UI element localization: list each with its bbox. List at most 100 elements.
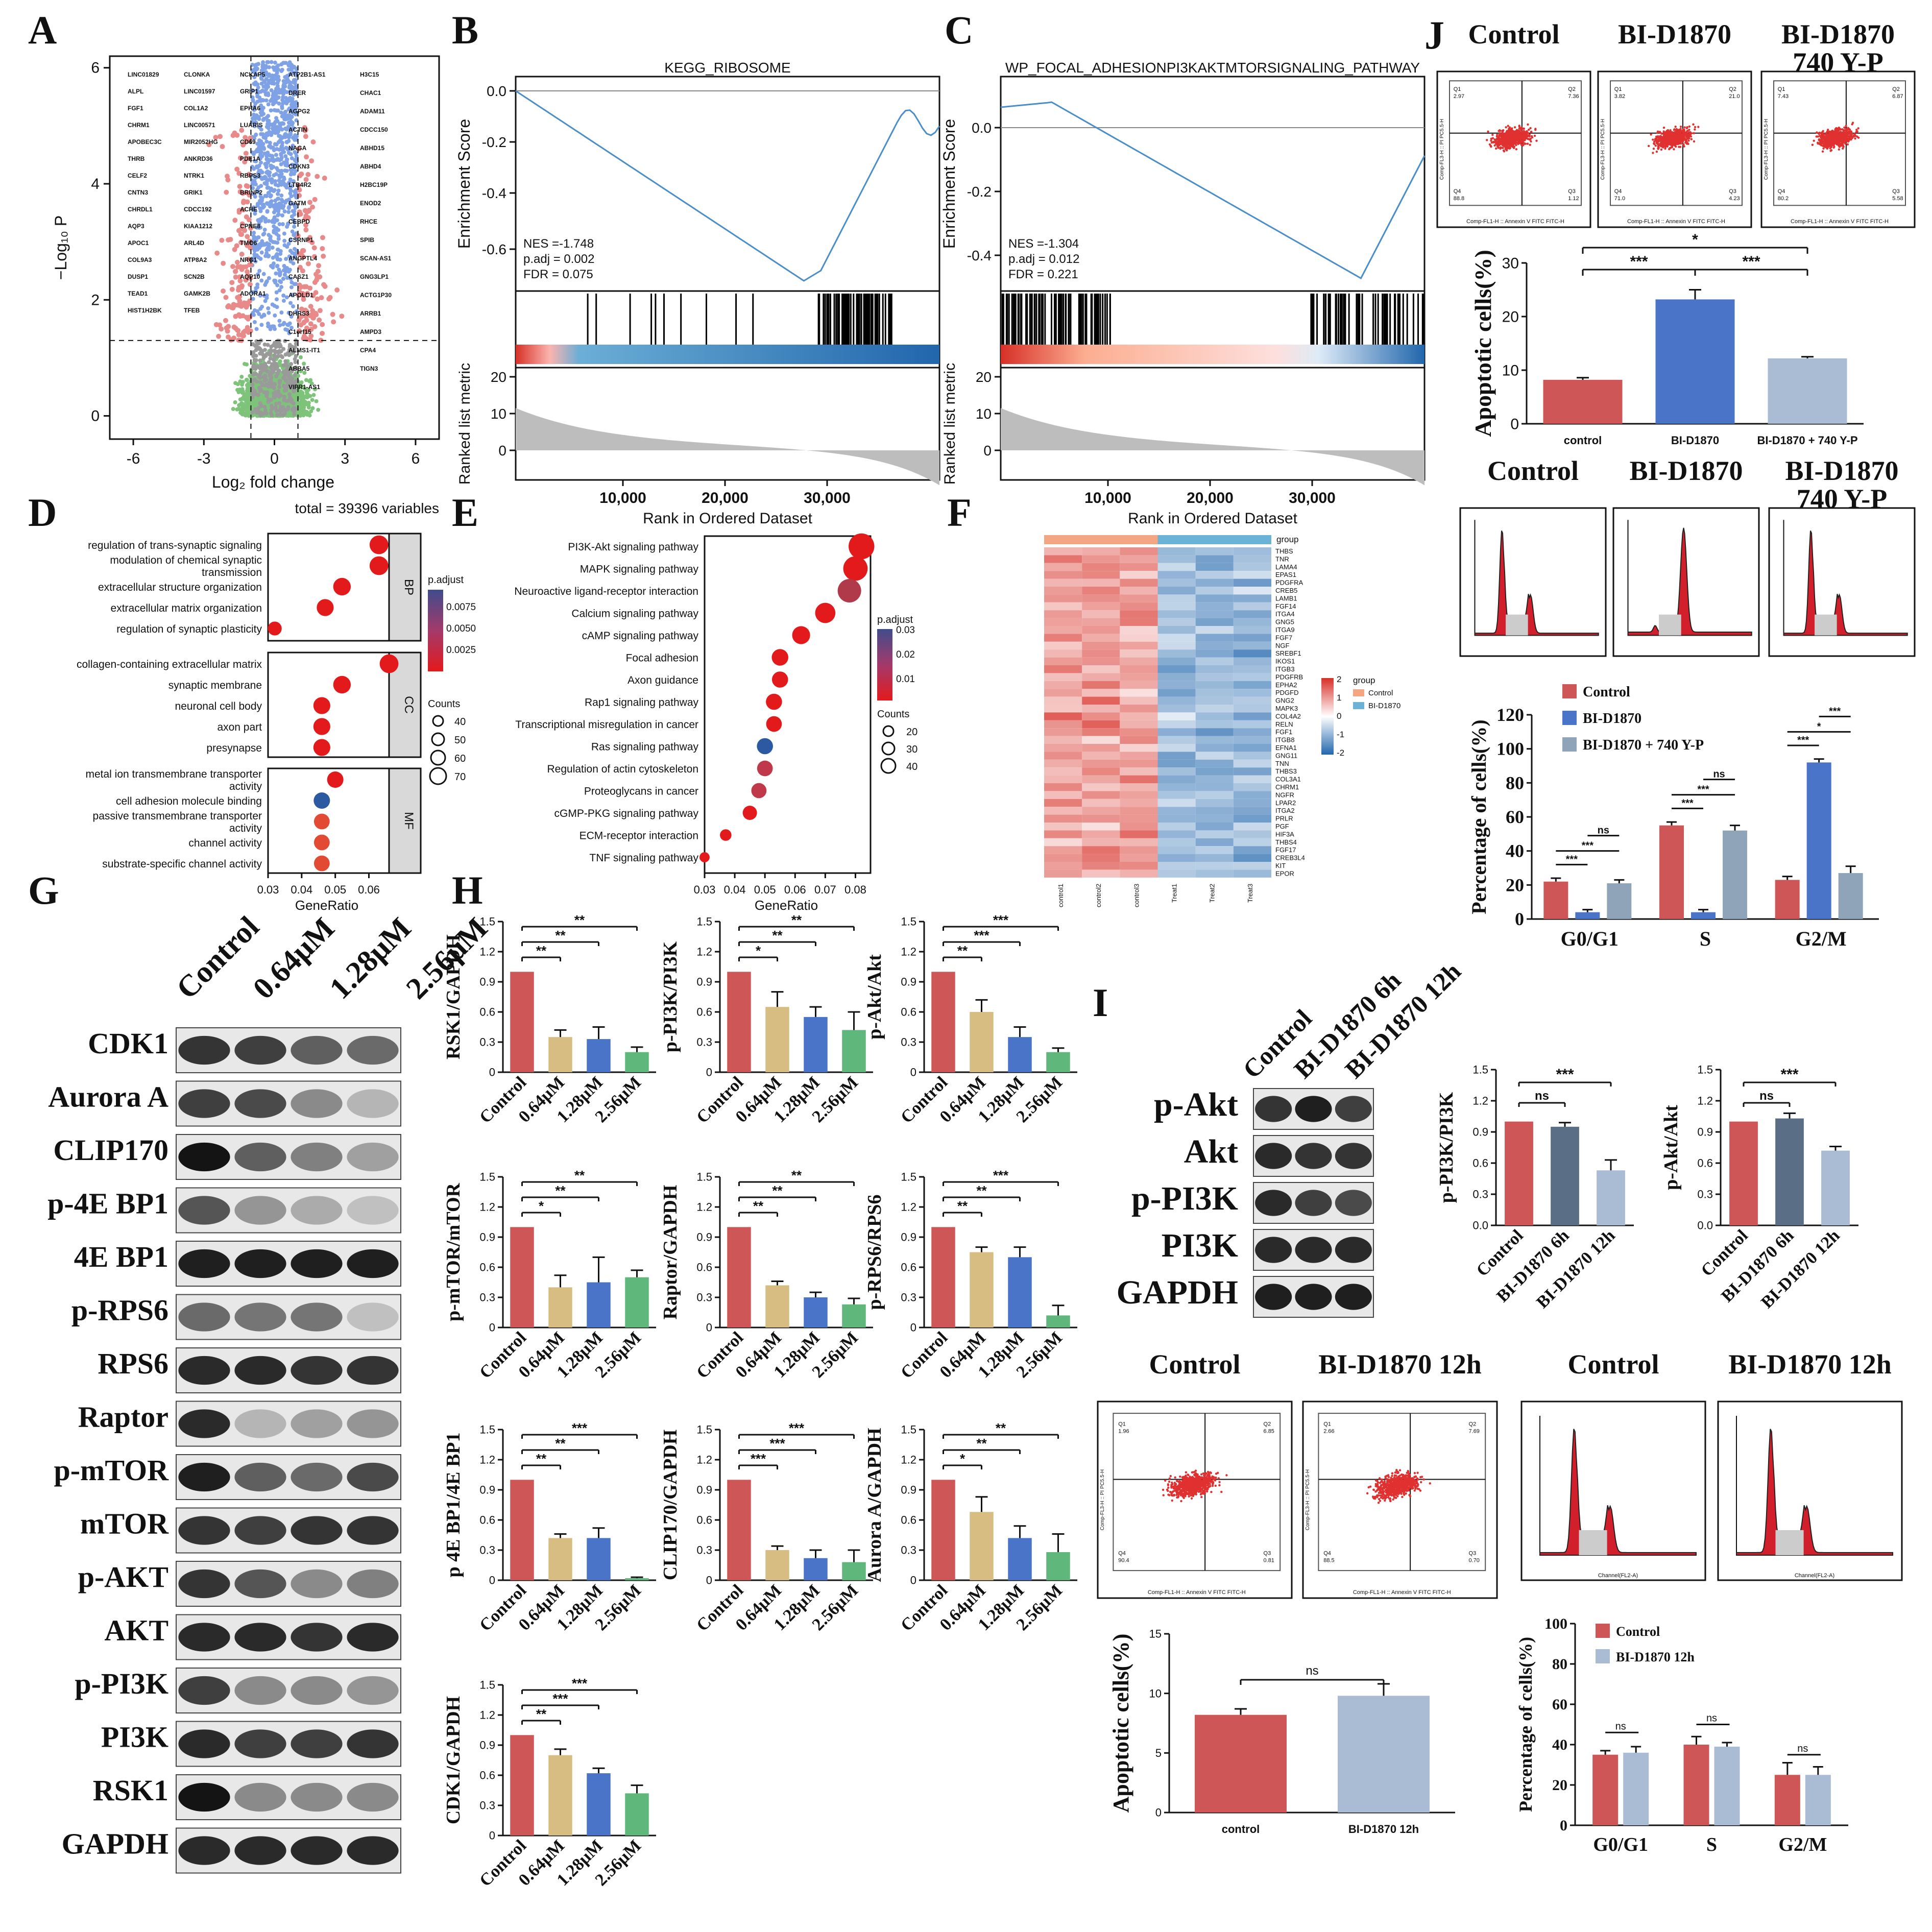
bar [587,1039,611,1072]
volcano-point [286,210,291,214]
volcano-point [289,156,294,160]
bar-y-label: p-RPS6/RPS6 [864,1195,885,1310]
heatmap-cell [1120,854,1158,862]
blot-i-band [1335,1190,1372,1216]
volcano-point [254,115,259,120]
heatmap-cell [1082,823,1120,831]
volcano-point [240,380,245,384]
flow-i-control-event [1174,1476,1176,1479]
heatmap-cell [1044,689,1082,697]
heatmap-cell [1157,720,1196,729]
volcano-point [269,365,273,370]
heatmap-cell [1157,641,1196,650]
heatmap-gene-label: NGFR [1275,791,1294,799]
flow-i-control-event [1218,1484,1221,1487]
volcano-point [265,185,270,190]
bar [510,1227,534,1327]
volcano-point [271,406,275,410]
volcano-point [275,125,279,129]
sig-label: * [539,1198,544,1214]
heatmap-cell [1157,862,1196,870]
volcano-point [245,325,250,330]
heatmap-cell [1082,626,1120,634]
volcano-point [330,311,335,317]
blot-band [347,1462,399,1492]
heatmap-gene-label: IKOS1 [1275,658,1295,665]
heatmap-cell [1120,649,1158,658]
heatmap-gene-label: SREBF1 [1275,649,1301,657]
heatmap-cell [1195,814,1234,823]
volcano-point [277,384,282,389]
heatmap-gene-label: PRLR [1275,815,1293,823]
heatmap-cell [1044,767,1082,776]
heatmap-cell [1120,830,1158,838]
bar [548,1287,572,1327]
heatmap-gene-label: PGF [1275,823,1289,830]
volcano-point [281,101,285,106]
volcano-point [270,155,275,159]
heatmap-cell [1233,673,1271,681]
volcano-point [293,373,297,377]
kegg-term-label: PI3K-Akt signaling pathway [568,541,698,553]
volcano-point [276,391,281,395]
gene-label: DRER [288,89,306,96]
volcano-point [255,365,260,369]
volcano-point [291,304,296,309]
heatmap-cell [1157,807,1196,815]
volcano-point [288,301,293,305]
y-tick-label: 10 [976,406,992,422]
sig-label: *** [993,912,1009,928]
volcano-point [216,333,222,339]
bar [625,1578,649,1580]
blot-band [234,1729,286,1758]
heatmap-cell [1120,563,1158,571]
volcano-point [313,272,319,277]
volcano-point [282,243,287,248]
heatmap-cell [1233,846,1271,854]
volcano-point [282,395,286,399]
heatmap-cell [1044,838,1082,847]
heatmap-cell [1157,838,1196,847]
volcano-point [277,178,281,183]
volcano-point [258,242,262,246]
blot-i-band [1295,1284,1332,1310]
heatmap-cell [1120,673,1158,681]
blot-band [178,1035,230,1065]
go-term-dot [268,621,282,636]
protein-label: Akt [1184,1133,1238,1170]
volcano-point [224,174,230,179]
y-tick-label: 0 [489,1574,495,1587]
go-term-label: activity [229,823,262,834]
volcano-point [275,283,280,287]
y-tick-label: 0.6 [479,1514,495,1527]
legend-tick: 0.03 [896,625,915,636]
heatmap-gene-label: GNG5 [1275,618,1294,626]
volcano-point [305,392,310,397]
blot-band [178,1356,230,1385]
heatmap-cell [1195,681,1234,689]
go-term-label: collagen-containing extracellular matrix [77,659,262,670]
gene-label: TMO6 [240,239,257,247]
go-term-label: modulation of chemical synaptic [110,554,262,566]
volcano-point [259,278,264,283]
volcano-point [311,245,317,251]
volcano-point [277,360,282,365]
volcano-point [230,133,236,138]
bar [765,1285,789,1327]
heatmap-cell [1233,830,1271,838]
kegg-term-dot [742,806,757,820]
gene-label: H2BC19P [360,181,388,188]
heatmap-cell [1233,657,1271,665]
volcano-point [277,395,281,399]
heatmap-cell [1157,791,1196,799]
heatmap-cell [1120,696,1158,705]
legend-size-dot [881,741,896,756]
heatmap-cell [1082,665,1120,673]
kegg-term-label: MAPK signaling pathway [580,564,699,575]
heatmap-cell [1044,665,1082,673]
heatmap-cell [1157,578,1196,587]
y-tick-label: 0.3 [479,1291,495,1304]
volcano-point [283,183,287,188]
y-tick-label: 6 [91,60,100,77]
gene-label: GAMK2B [184,290,210,297]
